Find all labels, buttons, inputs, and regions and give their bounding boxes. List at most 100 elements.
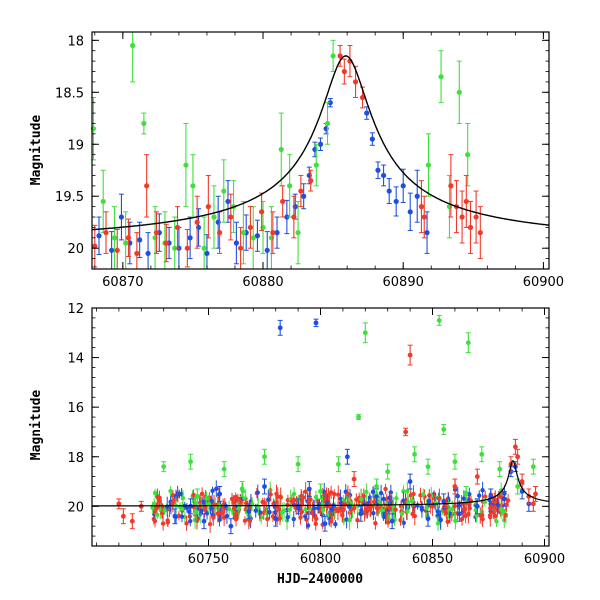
bottom-axis-ticks: 60750 60800 60850 60900 12 14 16 18 20	[67, 302, 565, 567]
cloud-point	[299, 498, 304, 503]
cloud-point	[217, 517, 222, 522]
y-tick-label: 16	[67, 401, 84, 416]
cloud-point	[268, 492, 273, 497]
cloud-point	[324, 493, 329, 498]
cloud-point	[305, 523, 311, 528]
point-green	[425, 464, 431, 470]
cloud-point	[287, 507, 293, 512]
x-tick-label: 60750	[188, 552, 229, 567]
point-red	[280, 198, 286, 205]
point-blue	[400, 183, 406, 189]
cloud-point	[184, 521, 189, 526]
top-data-points	[90, 32, 483, 269]
cloud-point	[320, 507, 326, 513]
cloud-point	[435, 521, 441, 526]
point-red	[125, 235, 132, 241]
point-red	[519, 479, 525, 484]
cloud-point	[219, 510, 224, 516]
y-tick-label: 19	[67, 138, 84, 153]
cloud-point	[313, 494, 319, 500]
point-red	[352, 79, 359, 85]
point-red	[403, 429, 409, 435]
cloud-point	[387, 500, 393, 506]
cloud-point	[214, 486, 219, 492]
cloud-point	[370, 489, 376, 494]
point-red	[216, 230, 223, 236]
point-blue	[414, 193, 420, 199]
point-blue	[441, 498, 447, 504]
cloud-point	[371, 510, 376, 516]
point-red	[174, 224, 181, 231]
cloud-point	[274, 505, 280, 510]
y-tick-label: 18	[67, 34, 84, 49]
point-red	[237, 245, 244, 251]
point-blue	[284, 214, 290, 220]
bottom-panel-full: 60750 60800 60850 60900 12 14 16 18 20 Magnitude…	[29, 302, 565, 587]
point-green	[221, 188, 227, 194]
point-red	[184, 245, 190, 251]
point-blue	[389, 518, 395, 524]
point-green	[465, 340, 471, 346]
cloud-point	[152, 490, 158, 496]
cloud-point	[450, 507, 455, 512]
point-green	[295, 230, 301, 236]
cloud-point	[406, 499, 411, 505]
cloud-point	[410, 511, 415, 517]
point-blue	[217, 491, 223, 497]
cloud-point	[491, 504, 497, 510]
point-green	[374, 484, 379, 489]
point-green	[479, 451, 485, 457]
x-tick-label: 60800	[300, 552, 341, 567]
cloud-point	[401, 520, 406, 525]
x-tick-label: 60900	[523, 275, 564, 290]
point-green	[356, 414, 361, 420]
point-green	[287, 183, 293, 189]
y-tick-label: 14	[67, 352, 84, 367]
cloud-point	[358, 497, 364, 502]
point-green	[436, 317, 442, 323]
cloud-point	[211, 515, 216, 520]
cloud-point	[452, 503, 458, 509]
cloud-point	[401, 489, 406, 494]
cloud-point	[426, 499, 432, 504]
point-blue	[109, 247, 115, 253]
cloud-point	[463, 513, 468, 519]
cloud-point	[265, 516, 270, 522]
point-blue	[301, 193, 307, 199]
cloud-point	[291, 516, 296, 522]
point-green	[100, 198, 106, 205]
cloud-point	[156, 499, 162, 504]
point-blue	[306, 486, 312, 492]
cloud-point	[501, 509, 506, 515]
cloud-point	[188, 518, 193, 524]
cloud-point	[424, 505, 429, 511]
point-green	[161, 464, 167, 470]
cloud-point	[177, 491, 182, 497]
cloud-point	[437, 496, 442, 501]
cloud-point	[303, 507, 308, 512]
point-blue	[474, 503, 480, 509]
cloud-point	[427, 493, 432, 498]
cloud-point	[459, 516, 465, 522]
point-blue	[369, 136, 375, 142]
cloud-point	[306, 499, 311, 505]
point-red	[153, 230, 160, 236]
cloud-point	[393, 507, 398, 512]
point-red	[474, 474, 480, 479]
cloud-point	[209, 498, 214, 504]
cloud-point	[285, 514, 290, 520]
bottom-model-curve	[92, 460, 550, 507]
cloud-point	[379, 508, 385, 513]
cloud-point	[482, 499, 487, 505]
point-red	[163, 240, 169, 246]
point-red	[477, 230, 483, 236]
point-red	[515, 454, 521, 460]
point-red	[270, 230, 276, 236]
cloud-point	[364, 489, 369, 495]
point-red	[298, 188, 304, 194]
cloud-point	[444, 505, 449, 511]
point-green	[497, 466, 503, 472]
point-red	[418, 204, 425, 210]
cloud-point	[233, 516, 239, 522]
